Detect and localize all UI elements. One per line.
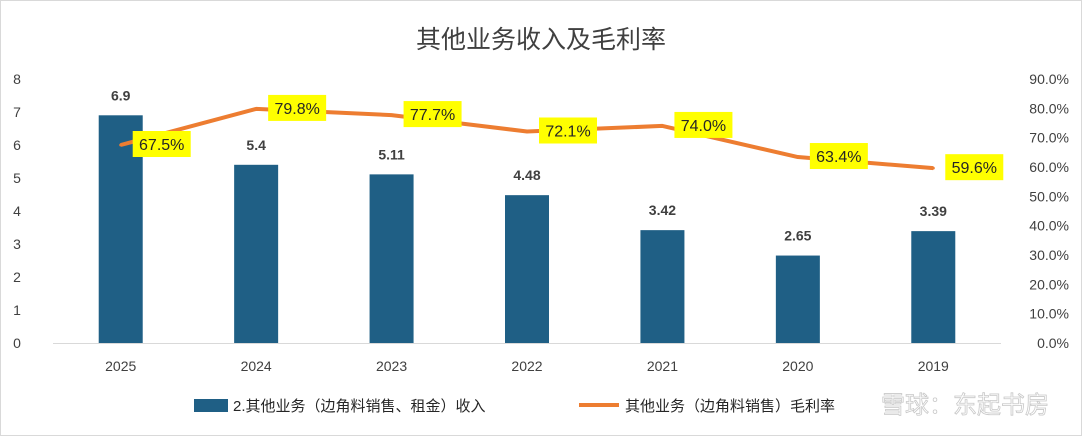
line-label-text: 63.4% xyxy=(816,149,861,166)
y-left-tick-label: 1 xyxy=(13,302,21,318)
bar-value-label: 2.65 xyxy=(784,228,811,244)
line-label-background xyxy=(809,143,868,170)
y-right-tick-label: 40.0% xyxy=(1029,218,1069,234)
line-label-text: 74.0% xyxy=(681,118,726,135)
bar-value-label: 4.48 xyxy=(513,167,540,183)
x-tick-label: 2023 xyxy=(376,358,407,374)
y-left-tick-label: 7 xyxy=(13,104,21,120)
bar-value-label: 3.39 xyxy=(920,203,947,219)
x-tick-label: 2022 xyxy=(511,358,542,374)
line-label-text: 67.5% xyxy=(139,137,184,154)
data-labels: 6.9 5.4 5.11 4.48 3.42 2.65 3.39 67.5% 79.8% 77.7… xyxy=(111,87,1004,244)
y-left-tick-label: 0 xyxy=(13,335,21,351)
line-label-background xyxy=(539,117,597,144)
bar xyxy=(369,174,414,343)
y-right-tick-label: 80.0% xyxy=(1029,100,1069,116)
bar xyxy=(775,255,820,343)
legend: 2.其他业务（边角料销售、租金）收入 其他业务（边角料销售）毛利率 xyxy=(194,398,835,415)
y-right-tick-label: 70.0% xyxy=(1029,130,1069,146)
y-right-tick-label: 50.0% xyxy=(1029,188,1069,204)
x-tick-label: 2025 xyxy=(105,358,136,374)
chart-title: 其他业务收入及毛利率 xyxy=(416,26,666,54)
legend-line-label: 其他业务（边角料销售）毛利率 xyxy=(625,398,835,415)
x-tick-label: 2021 xyxy=(647,358,678,374)
y-right-tick-label: 60.0% xyxy=(1029,159,1069,175)
line-label-background xyxy=(132,131,191,157)
line-value-label: 72.1% xyxy=(539,117,597,144)
line-label-text: 72.1% xyxy=(545,124,590,141)
bar xyxy=(234,164,279,343)
line-label-text: 77.7% xyxy=(410,107,455,124)
bar-value-label: 5.11 xyxy=(378,146,405,162)
y-right-tick-label: 20.0% xyxy=(1029,276,1069,292)
bar-value-label: 6.9 xyxy=(111,87,131,103)
line-point xyxy=(390,113,394,117)
line-point xyxy=(660,124,664,128)
axes: 0123456780.0%10.0%20.0%30.0%40.0%50.0%60… xyxy=(13,71,1069,374)
line-label-background xyxy=(268,94,327,121)
y-right-tick-label: 10.0% xyxy=(1029,306,1069,322)
line-point xyxy=(525,130,529,134)
y-right-tick-label: 30.0% xyxy=(1029,247,1069,263)
bar-value-label: 5.4 xyxy=(246,137,266,153)
line-value-label: 63.4% xyxy=(809,143,868,170)
y-left-tick-label: 3 xyxy=(13,236,21,252)
watermark: 雪球：东起书房 xyxy=(881,392,1049,419)
line-label-text: 79.8% xyxy=(274,101,319,118)
y-left-tick-label: 4 xyxy=(13,203,21,219)
line-series xyxy=(119,106,935,171)
bar xyxy=(911,231,956,343)
y-left-tick-label: 5 xyxy=(13,170,21,186)
line-label-background xyxy=(403,101,462,128)
line-label-background xyxy=(674,111,733,138)
line-value-label: 77.7% xyxy=(403,101,462,128)
bar-value-label: 3.42 xyxy=(649,202,676,218)
line-label-text: 59.6% xyxy=(952,160,997,177)
line-point xyxy=(796,155,800,159)
bar xyxy=(505,195,549,343)
x-tick-label: 2019 xyxy=(918,358,949,374)
y-right-tick-label: 90.0% xyxy=(1029,71,1069,87)
line-value-label: 79.8% xyxy=(268,94,327,121)
y-right-tick-label: 0.0% xyxy=(1037,335,1069,351)
y-left-tick-label: 2 xyxy=(13,269,21,285)
line-point xyxy=(119,143,123,147)
line-value-label: 67.5% xyxy=(132,131,191,157)
line-value-label: 59.6% xyxy=(945,154,1004,181)
legend-bar-swatch xyxy=(194,399,228,412)
legend-bar-label: 2.其他业务（边角料销售、租金）收入 xyxy=(233,398,486,415)
y-left-tick-label: 8 xyxy=(13,71,21,87)
x-tick-label: 2020 xyxy=(782,358,813,374)
x-tick-label: 2024 xyxy=(241,358,272,374)
bar-series xyxy=(98,115,956,343)
line-point xyxy=(254,107,258,111)
bar xyxy=(640,230,685,343)
line-label-background xyxy=(945,154,1004,181)
line-point xyxy=(931,166,935,170)
line-value-label: 74.0% xyxy=(674,111,733,138)
y-left-tick-label: 6 xyxy=(13,137,21,153)
